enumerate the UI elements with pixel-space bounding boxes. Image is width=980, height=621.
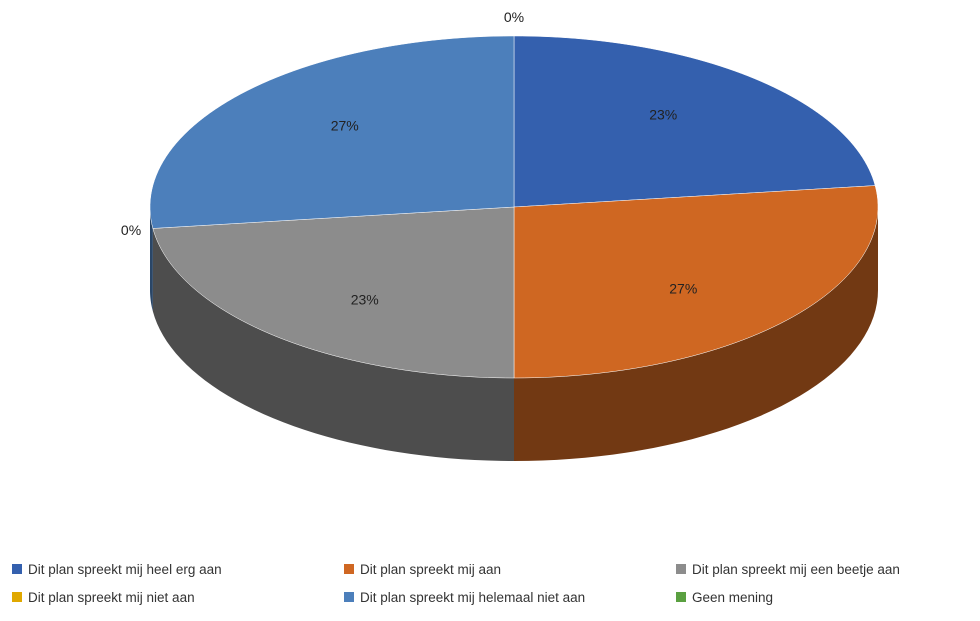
data-label-4: 27% [331,118,359,134]
data-label-2: 23% [351,291,379,307]
pie-slice-4 [149,35,515,229]
data-label-3: 0% [121,222,141,238]
legend-swatch [12,592,22,602]
legend-label: Dit plan spreekt mij een beetje aan [692,561,900,577]
legend-label: Dit plan spreekt mij helemaal niet aan [360,589,586,605]
pie-chart: 23% 27% 23% 0% 27% 0% [121,9,879,461]
legend-label: Dit plan spreekt mij niet aan [28,589,195,605]
legend-item: Dit plan spreekt mij aan [344,560,676,578]
legend-item: Dit plan spreekt mij helemaal niet aan [344,588,676,606]
pie-side-2 [152,228,515,461]
legend-swatch [12,564,22,574]
legend-swatch [676,564,686,574]
pie-slice-2 [152,206,515,379]
legend-swatch [344,564,354,574]
legend-swatch [676,592,686,602]
data-label-1: 27% [669,280,697,296]
legend-item: Dit plan spreekt mij niet aan [12,588,344,606]
legend: Dit plan spreekt mij heel erg aan Dit pla… [12,560,980,606]
pie-slice-0 [513,35,876,208]
legend-item: Geen mening [676,588,980,606]
legend-item: Dit plan spreekt mij een beetje aan [676,560,980,578]
legend-item: Dit plan spreekt mij heel erg aan [12,560,344,578]
legend-label: Dit plan spreekt mij heel erg aan [28,561,222,577]
legend-swatch [344,592,354,602]
legend-label: Dit plan spreekt mij aan [360,561,502,577]
pie-slice-1 [513,185,879,379]
pie-side-4 [150,207,153,312]
legend-label: Geen mening [692,589,774,605]
pie-side-1 [514,207,878,461]
data-label-5: 0% [504,9,524,25]
data-label-0: 23% [649,107,677,123]
